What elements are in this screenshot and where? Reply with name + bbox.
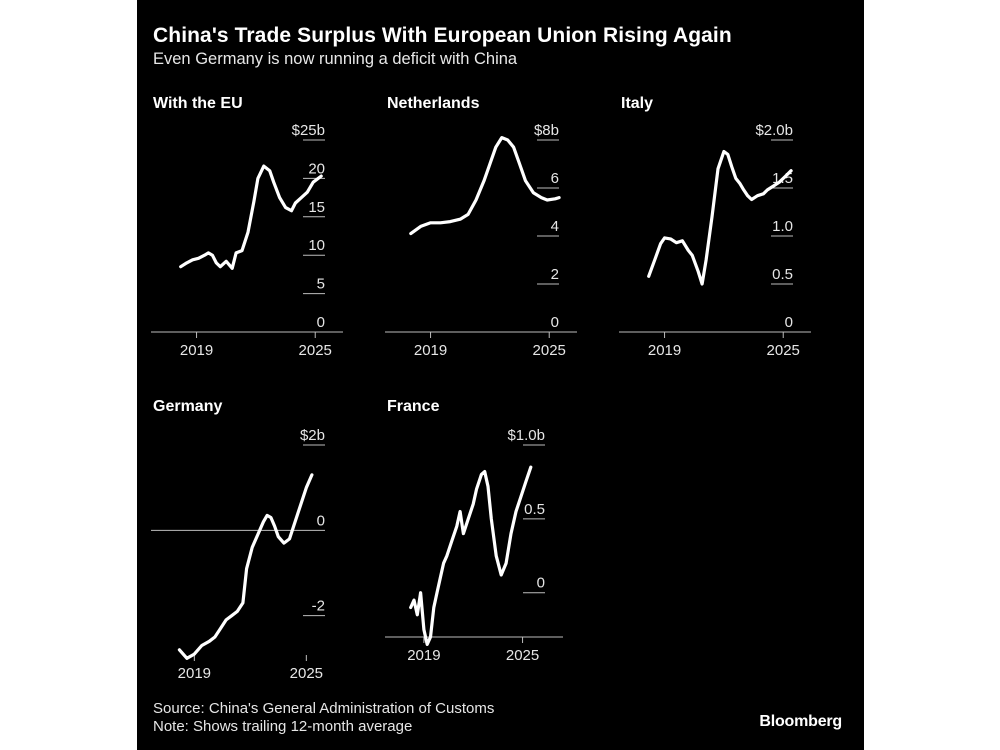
series-line-fr	[409, 465, 533, 646]
y-tick-label: 0	[317, 314, 325, 331]
x-tick-label: 2019	[648, 342, 681, 359]
y-tick-label: 0.5	[772, 266, 793, 283]
y-tick-label: 0	[551, 314, 559, 331]
x-tick-label: 2025	[506, 647, 539, 664]
bloomberg-logo: Bloomberg	[759, 713, 842, 730]
y-tick-label: 5	[317, 276, 325, 293]
y-tick-label: 4	[551, 218, 559, 235]
y-tick-label: -2	[312, 598, 325, 615]
chart-title-italy: Italy	[621, 95, 654, 112]
x-tick-label: 2025	[533, 342, 566, 359]
chart-netherlands: $8b 6 4 2 0 2019 2025	[385, 122, 577, 359]
x-tick-label: 2025	[290, 665, 323, 682]
x-tick-label: 2025	[299, 342, 332, 359]
page-subtitle: Even Germany is now running a deficit wi…	[153, 50, 518, 68]
y-tick-label: $25b	[292, 122, 325, 139]
series-line-de	[177, 473, 314, 660]
chart-eu: $25b 20 15 10 5 0 2019 2025	[151, 122, 343, 359]
y-tick-label: $8b	[534, 122, 559, 139]
y-tick-label: 1.0	[772, 218, 793, 235]
chart-title-germany: Germany	[153, 398, 223, 415]
x-tick-label: 2019	[180, 342, 213, 359]
chart-panel: China's Trade Surplus With European Unio…	[137, 0, 864, 750]
chart-title-netherlands: Netherlands	[387, 95, 480, 112]
y-tick-label: 0	[785, 314, 793, 331]
x-tick-label: 2019	[414, 342, 447, 359]
y-tick-label: 0	[317, 512, 325, 529]
footnote: Note: Shows trailing 12-month average	[153, 718, 413, 735]
y-tick-label: 0	[537, 575, 545, 592]
x-tick-label: 2025	[767, 342, 800, 359]
y-tick-label: $2b	[300, 427, 325, 444]
chart-title-france: France	[387, 398, 440, 415]
x-tick-label: 2019	[407, 647, 440, 664]
y-tick-label: 10	[308, 237, 325, 254]
series-line-eu	[179, 164, 323, 270]
x-tick-label: 2019	[178, 665, 211, 682]
y-tick-label: $2.0b	[755, 122, 793, 139]
y-tick-label: 0.5	[524, 501, 545, 518]
y-tick-label: $1.0b	[507, 427, 545, 444]
y-tick-label: 15	[308, 199, 325, 216]
chart-france: $1.0b 0.5 0 2019 2025	[385, 427, 563, 664]
series-line-it	[647, 149, 793, 286]
source-note: Source: China's General Administration o…	[153, 700, 495, 717]
series-line-nl	[409, 136, 561, 236]
y-tick-label: 6	[551, 170, 559, 187]
chart-germany: $2b 0 -2 2019 2025	[151, 427, 325, 682]
page-title: China's Trade Surplus With European Unio…	[153, 24, 732, 47]
y-tick-label: 20	[308, 160, 325, 177]
chart-title-eu: With the EU	[153, 95, 243, 112]
y-tick-label: 2	[551, 266, 559, 283]
